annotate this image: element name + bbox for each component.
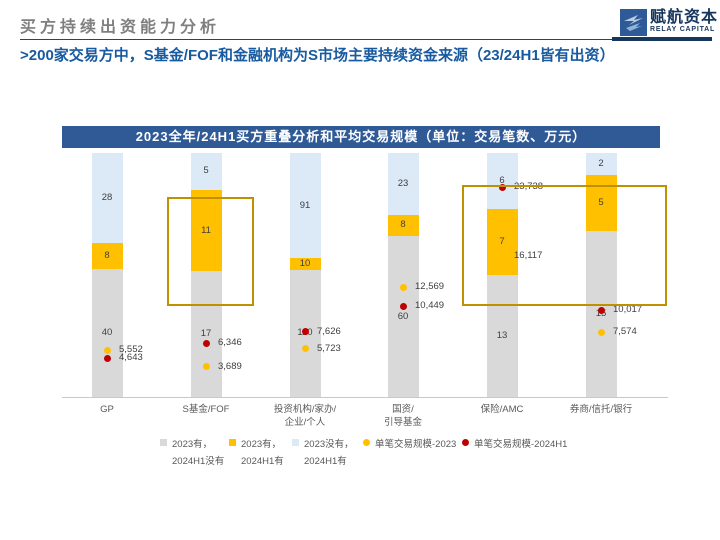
bar-segment [387,214,419,237]
x-axis-category-label: 国资/引导基金 [383,404,422,428]
avg-deal-size-dot [498,252,506,260]
page-title: 买方持续出资能力分析 [20,19,221,36]
legend-dot-swatch [363,439,370,446]
highlight-box [167,197,254,306]
avg-deal-size-dot [103,354,111,362]
segment-count-label: 8 [400,219,406,231]
bar-segment [486,209,518,275]
avg-deal-size-dot [399,283,407,291]
slide-headline: >200家交易方中，S基金/FOF和金融机构为S市场主要持续资金来源（23/24… [20,47,615,64]
avg-deal-size-label: 7,574 [613,326,637,338]
bar-segment [190,271,222,397]
legend-item: 2023没有， 2024H1有 [292,436,354,470]
avg-deal-size-dot [301,345,309,353]
avg-deal-size-dot [103,346,111,354]
bar-segment [585,175,617,231]
x-axis-category-label: 投资机构/家办/企业/个人 [273,404,337,428]
avg-deal-size-label: 10,449 [415,300,445,312]
x-axis-category-label: 券商/信托/银行 [569,404,633,415]
legend-label: 2023有， 2024H1有 [241,439,284,467]
segment-count-label: 17 [200,328,212,340]
bar-segment [190,189,222,272]
segment-count-label: 6 [499,175,505,187]
legend-square-swatch [160,439,167,446]
legend-item: 单笔交易规模-2023 [363,436,456,453]
header-divider [20,39,612,40]
segment-count-label: 40 [101,326,113,338]
bar-segment [190,153,222,190]
bar-segment [486,275,518,397]
bar-segment [585,153,617,176]
segment-count-label: 10 [299,258,311,269]
x-axis-category-label: S基金/FOF [182,404,230,415]
avg-deal-size-dot [301,328,309,336]
avg-deal-size-label: 5,552 [119,344,143,356]
bar-segment [387,236,419,397]
segment-count-label: 8 [104,249,110,261]
avg-deal-size-label: 5,723 [317,342,341,354]
bar-segment [486,153,518,210]
avg-deal-size-label: 3,689 [218,360,242,372]
legend-label: 2023有， 2024H1没有 [172,439,225,467]
logo-name-en: RELAY CAPITAL [650,26,716,33]
segment-count-label: 5 [203,165,209,177]
avg-deal-size-dot [597,306,605,314]
avg-deal-size-dot [597,328,605,336]
bar-segment [91,268,123,397]
legend-square-swatch [229,439,236,446]
legend-dot-swatch [462,439,469,446]
avg-deal-size-label: 4,643 [119,352,143,364]
x-axis-category-label: GP [100,404,114,415]
avg-deal-size-dot [202,339,210,347]
bar-segment [91,242,123,269]
highlight-box [462,185,667,306]
bar-segment [585,230,617,397]
segment-count-label: 7 [499,236,505,248]
x-axis-line [62,397,668,398]
segment-count-label: 28 [101,191,113,203]
logo-underline [612,37,712,41]
avg-deal-size-label: 12,569 [415,281,445,293]
relay-capital-logo-icon [620,9,647,36]
segment-count-label: 60 [397,310,409,322]
bar-segment [91,153,123,243]
segment-count-label: 13 [496,330,508,341]
avg-deal-size-label: 7,626 [317,325,341,337]
legend-square-swatch [292,439,299,446]
x-axis-category-label: 保险/AMC [480,404,524,415]
legend-item: 2023有， 2024H1没有 [160,436,224,470]
company-logo: 赋航资本 RELAY CAPITAL [620,9,718,36]
legend-label: 单笔交易规模-2024H1 [474,439,568,450]
legend-label: 单笔交易规模-2023 [375,439,457,450]
chart-title: 2023全年/24H1买方重叠分析和平均交易规模（单位：交易笔数、万元） [62,126,660,148]
segment-count-label: 23 [397,177,409,189]
avg-deal-size-label: 10,017 [613,304,643,316]
segment-count-label: 11 [201,224,211,236]
avg-deal-size-dot [498,183,506,191]
segment-count-label: 2 [598,158,604,170]
bar-segment [289,153,321,259]
avg-deal-size-label: 16,117 [514,249,543,261]
legend-label: 2023没有， 2024H1有 [304,439,354,467]
avg-deal-size-label: 6,346 [218,337,242,349]
legend-item: 2023有， 2024H1有 [229,436,284,470]
legend-item: 单笔交易规模-2024H1 [462,436,567,453]
segment-count-label: 5 [598,196,604,208]
avg-deal-size-dot [399,302,407,310]
bar-segment [387,153,419,215]
segment-count-label: 91 [299,199,311,211]
avg-deal-size-dot [202,363,210,371]
bar-segment [289,258,321,270]
logo-name-cn: 赋航资本 [650,9,719,26]
